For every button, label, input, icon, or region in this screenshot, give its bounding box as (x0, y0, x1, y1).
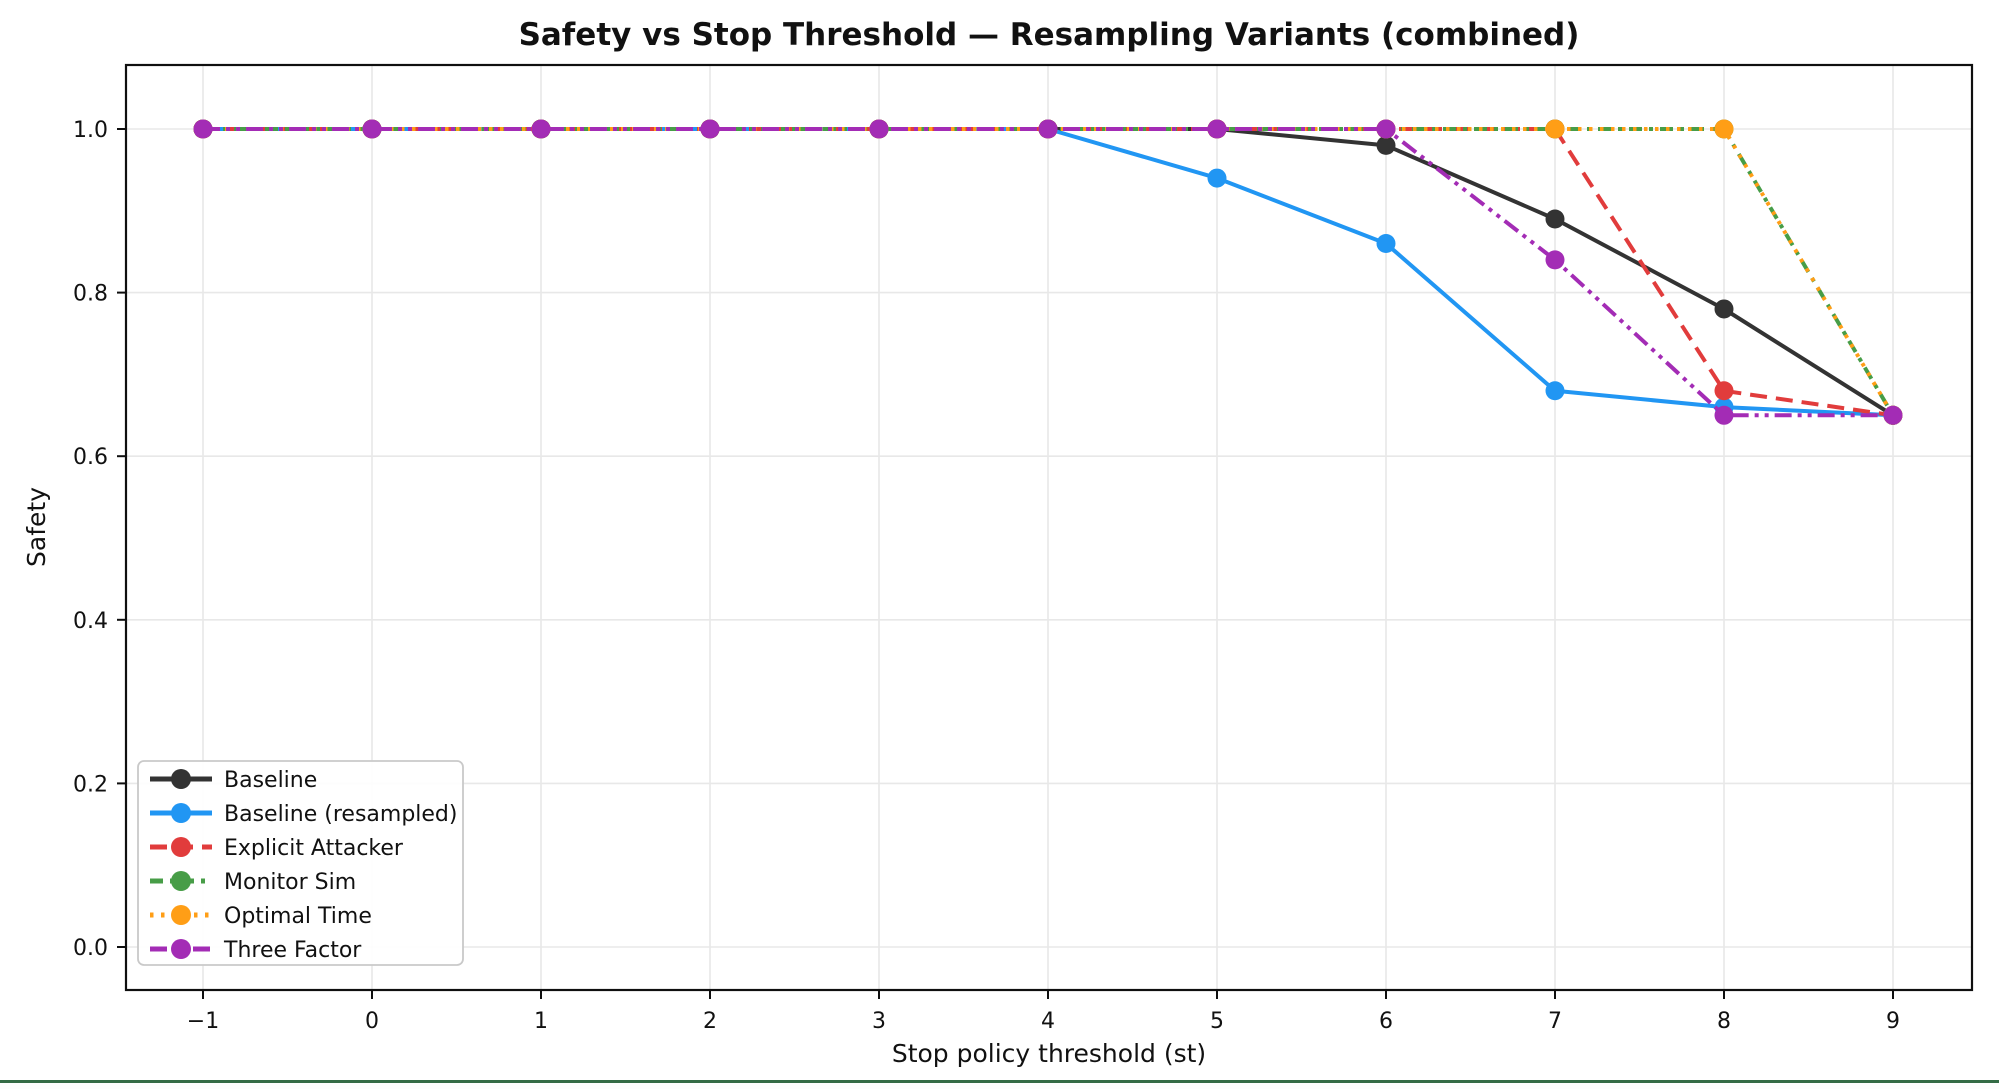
marker-three-factor-x5 (1207, 119, 1227, 139)
bottom-window-edge (0, 1080, 1999, 1083)
x-tick-label-3: 3 (872, 1009, 886, 1034)
marker-optimal-time-x8 (1714, 119, 1734, 139)
x-axis-label: Stop policy threshold (st) (892, 1039, 1206, 1068)
y-tick-label-1: 1.0 (73, 118, 108, 143)
axis-ticks: −1 0 1 2 3 4 5 6 7 8 9 0.0 0.2 0.4 0.6 0.8 1.0 (73, 118, 1900, 1034)
chart-body: −1 0 1 2 3 4 5 6 7 8 90.00.20.40.60.81.0BaselineBa… (73, 63, 1974, 1034)
marker-three-factor-x1 (531, 119, 551, 139)
legend-marker-baseline-resampled (171, 803, 191, 823)
marker-baseline-resampled-x7 (1545, 381, 1565, 401)
marker-three-factor-x6 (1376, 119, 1396, 139)
y-tick-label-0.2: 0.2 (73, 772, 108, 797)
x-tick-label--1: −1 (187, 1009, 219, 1034)
x-tick-label-6: 6 (1379, 1009, 1393, 1034)
marker-three-factor-x2 (700, 119, 720, 139)
legend-item-monitor-sim: Monitor Sim (150, 870, 356, 895)
marker-three-factor-x3 (869, 119, 889, 139)
x-tick-label-8: 8 (1717, 1009, 1731, 1034)
x-tick-label-5: 5 (1210, 1009, 1224, 1034)
x-tick-label-0: 0 (365, 1009, 379, 1034)
legend-marker-three-factor (171, 939, 191, 959)
bottom-window-margin (0, 1083, 1999, 1089)
legend-item-explicit-attacker: Explicit Attacker (150, 836, 404, 861)
legend-label-optimal-time: Optimal Time (224, 904, 372, 929)
legend-label-monitor-sim: Monitor Sim (224, 870, 356, 895)
series-line-three-factor (203, 127, 1893, 418)
legend-item-baseline-resampled: Baseline (resampled) (150, 802, 457, 827)
legend-box (137, 760, 464, 966)
marker-three-factor-x0 (362, 119, 382, 139)
x-tick-label-9: 9 (1886, 1009, 1900, 1034)
legend-label-three-factor: Three Factor (223, 938, 362, 963)
y-tick-label-0.8: 0.8 (73, 282, 108, 307)
y-axis-label: Safety (22, 487, 51, 567)
marker-baseline-x6 (1376, 135, 1396, 155)
x-tick-label-7: 7 (1548, 1009, 1562, 1034)
legend: Baseline Baseline (resampled) Explicit Att… (137, 760, 464, 966)
legend-marker-optimal-time (171, 905, 191, 925)
series-three-factor (193, 119, 1903, 425)
marker-optimal-time-x7 (1545, 119, 1565, 139)
marker-three-factor-x4 (1038, 119, 1058, 139)
marker-baseline-x7 (1545, 209, 1565, 229)
marker-baseline-resampled-x5 (1207, 168, 1227, 188)
legend-item-baseline: Baseline (150, 768, 317, 793)
y-tick-label-0.6: 0.6 (73, 445, 108, 470)
marker-three-factor-x7 (1545, 250, 1565, 270)
y-tick-label-0: 0.0 (73, 936, 108, 961)
chart-title: Safety vs Stop Threshold — Resampling Va… (519, 17, 1580, 53)
series-line-optimal-time (203, 127, 1895, 417)
marker-explicit-attacker-x8 (1714, 381, 1734, 401)
marker-baseline-resampled-x6 (1376, 234, 1396, 254)
legend-label-baseline: Baseline (224, 768, 317, 793)
x-tick-label-1: 1 (534, 1009, 548, 1034)
legend-label-explicit-attacker: Explicit Attacker (224, 836, 404, 861)
y-tick-label-0.4: 0.4 (73, 609, 108, 634)
marker-three-factor-x9 (1883, 405, 1903, 425)
legend-marker-monitor-sim (171, 871, 191, 891)
marker-three-factor-x8 (1714, 405, 1734, 425)
legend-item-three-factor: Three Factor (150, 938, 362, 963)
legend-label-baseline-resampled: Baseline (resampled) (224, 802, 457, 827)
legend-item-optimal-time: Optimal Time (150, 904, 372, 929)
legend-marker-baseline (171, 769, 191, 789)
legend-marker-explicit-attacker (171, 837, 191, 857)
marker-three-factor-x-1 (193, 119, 213, 139)
x-tick-label-2: 2 (703, 1009, 717, 1034)
x-tick-label-4: 4 (1041, 1009, 1055, 1034)
marker-baseline-x8 (1714, 299, 1734, 319)
